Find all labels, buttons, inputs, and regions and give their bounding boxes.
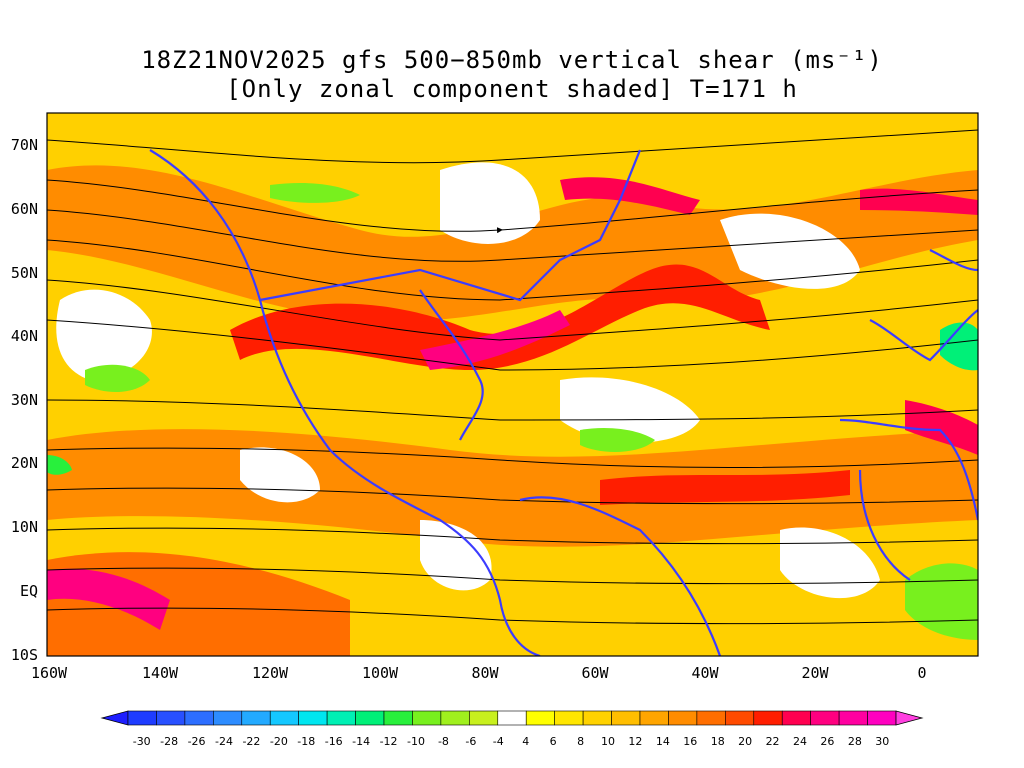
lon-label: 0 [917,664,926,682]
colorbar-box [611,710,641,726]
plot-frame [46,112,979,657]
colorbar-label: 24 [793,735,807,748]
colorbar-box [241,710,271,726]
colorbar-left-arrow [100,710,129,726]
colorbar-box [838,710,868,726]
coastlines [149,149,978,656]
colorbar-label: -24 [215,735,233,748]
lat-label: 20N [11,454,38,472]
lon-label: 20W [801,664,829,682]
colorbar-label: -6 [465,735,476,748]
lat-label: 50N [11,264,38,282]
colorbar-box [753,710,783,726]
colorbar-box [469,710,499,726]
colorbar-label: 12 [628,735,642,748]
lon-label: 80W [471,664,499,682]
colorbar-label: -4 [493,735,504,748]
colorbar-label: -30 [133,735,151,748]
streamlines [47,129,978,625]
colorbar-box [639,710,669,726]
lon-label: 60W [581,664,609,682]
colorbar-box [412,710,442,726]
chart-title: 18Z21NOV2025 gfs 500−850mb vertical shea… [141,46,883,74]
lon-label: 160W [31,664,68,682]
colorbar-label: 8 [577,735,584,748]
colorbar-box [127,710,157,726]
lat-label: 10S [11,646,38,664]
lon-axis: 160W 140W 120W 100W 80W 60W 40W 20W 0 [31,664,927,682]
colorbar-label: 18 [711,735,725,748]
colorbar-box [696,710,726,726]
colorbar-box [725,710,755,726]
colorbar-label: 6 [550,735,557,748]
colorbar-box [326,710,356,726]
colorbar-label: -12 [380,735,398,748]
colorbar-label: 26 [820,735,834,748]
lon-label: 140W [142,664,179,682]
colorbar-label: -16 [325,735,343,748]
colorbar-box [497,710,527,726]
colorbar-box [668,710,698,726]
colorbar-label: -20 [270,735,288,748]
chart-subtitle: [Only zonal component shaded] T=171 h [226,75,798,103]
colorbar-box [355,710,385,726]
colorbar-right-arrow [895,710,924,726]
colorbar-label: 28 [848,735,862,748]
colorbar-box [269,710,299,726]
colorbar-label: -8 [438,735,449,748]
colorbar-label: -14 [352,735,370,748]
colorbar-boxes [100,710,924,726]
colorbar-box [213,710,243,726]
colorbar-box [781,710,811,726]
lon-label: 120W [252,664,289,682]
colorbar-box [383,710,413,726]
lon-label: 40W [691,664,719,682]
colorbar-box [810,710,840,726]
colorbar-label: 4 [522,735,529,748]
colorbar-box [867,710,897,726]
lat-label: EQ [20,582,38,600]
colorbar-box [440,710,470,726]
colorbar-box [156,710,186,726]
colorbar-label: -22 [242,735,260,748]
colorbar-box [184,710,214,726]
colorbar-label: 20 [738,735,752,748]
colorbar-box [554,710,584,726]
colorbar-label: 16 [683,735,697,748]
colorbar-labels: -30 -28 -26 -24 -22 -20 -18 -16 -14 -12 -10 -8 -6 -4 4… [133,735,890,748]
colorbar-label: 30 [875,735,889,748]
colorbar-label: -10 [407,735,425,748]
colorbar-label: -28 [160,735,178,748]
colorbar-box [525,710,555,726]
colorbar-box [298,710,328,726]
colorbar-label: 22 [766,735,780,748]
lat-label: 10N [11,518,38,536]
lat-label: 40N [11,327,38,345]
colorbar-label: -18 [297,735,315,748]
colorbar-box [582,710,612,726]
lat-label: 30N [11,391,38,409]
lon-label: 100W [362,664,399,682]
lat-axis: 70N 60N 50N 40N 30N 20N 10N EQ 10S [11,136,38,664]
colorbar-label: -26 [188,735,206,748]
lat-label: 60N [11,200,38,218]
lat-label: 70N [11,136,38,154]
colorbar-label: 10 [601,735,615,748]
colorbar-label: 14 [656,735,670,748]
